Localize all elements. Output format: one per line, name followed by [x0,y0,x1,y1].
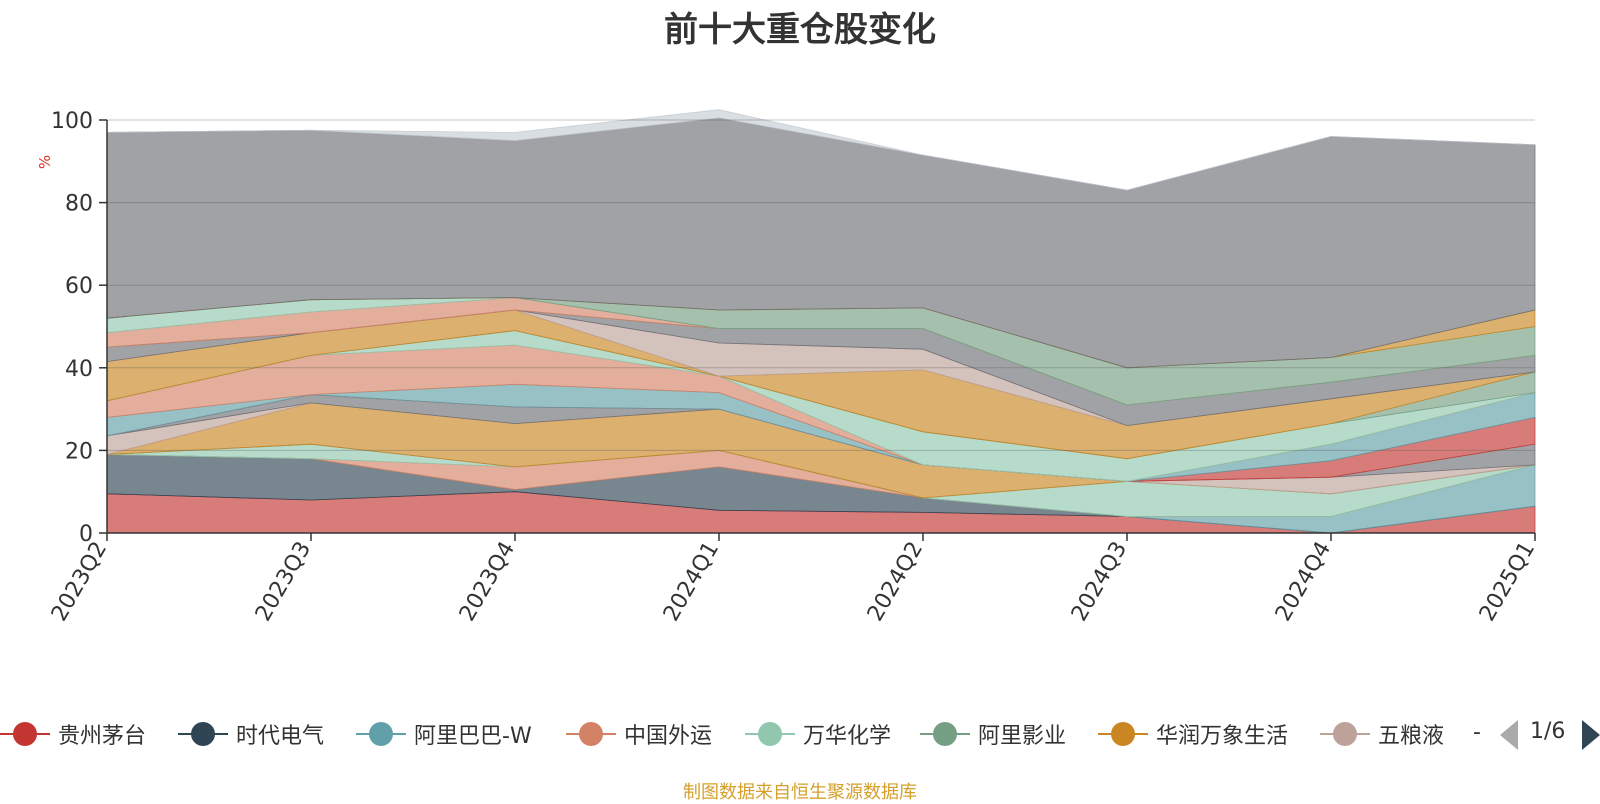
legend-marker-icon [920,718,970,750]
legend-label: 华润万象生活 [1156,724,1289,749]
legend: 贵州茅台 时代电气 阿里巴巴-W 中国外运 万华化学 阿里影业 华润万象生活 五粮液 [0,712,1600,756]
legend-overflow-dash: - [1473,720,1481,745]
area-series-24[interactable] [106,109,1536,191]
y-tick-label: 40 [65,357,93,382]
legend-marker-icon [0,718,50,750]
x-tick-label: 2024Q4 [1271,538,1336,626]
legend-item-3[interactable]: 阿里巴巴-W [356,712,532,756]
legend-next-page-icon[interactable] [1582,720,1600,750]
legend-label: 时代电气 [236,724,325,749]
legend-label: 阿里巴巴-W [414,724,532,749]
grid-lines [107,119,1535,451]
y-tick-label: 60 [65,274,93,299]
x-tick-label: 2025Q1 [1475,538,1540,626]
legend-marker-icon [1098,718,1148,750]
y-tick-label: 0 [79,522,93,547]
chart-title: 前十大重仓股变化 [664,10,936,50]
y-tick-label: 100 [51,109,93,134]
legend-label: 中国外运 [624,724,713,749]
legend-marker-icon [1320,718,1370,750]
legend-item-7[interactable]: 华润万象生活 [1098,712,1288,756]
legend-page-indicator: 1/6 [1530,719,1566,744]
legend-item-8[interactable]: 五粮液 [1320,712,1444,756]
x-tick-label: 2023Q4 [455,538,520,626]
x-tick-label: 2024Q3 [1067,538,1132,626]
legend-label: 贵州茅台 [58,724,147,749]
x-tick-label: 2024Q1 [659,538,724,626]
area-series-group [106,109,1536,534]
legend-item-5[interactable]: 万华化学 [745,712,891,756]
legend-marker-icon [356,718,406,750]
legend-item-4[interactable]: 中国外运 [566,712,712,756]
legend-item-6[interactable]: 阿里影业 [920,712,1066,756]
y-tick-label: 20 [65,439,93,464]
legend-prev-page-icon[interactable] [1500,720,1518,750]
y-axis-label: % [36,155,54,169]
legend-marker-icon [566,718,616,750]
legend-marker-icon [178,718,228,750]
source-note: 制图数据来自恒生聚源数据库 [683,782,917,803]
legend-label: 万华化学 [803,724,892,749]
legend-label: 五粮液 [1378,724,1445,749]
legend-item-1[interactable]: 贵州茅台 [0,712,146,756]
legend-label: 阿里影业 [978,724,1067,749]
y-tick-label: 80 [65,192,93,217]
legend-marker-icon [745,718,795,750]
x-tick-label: 2023Q2 [47,538,112,626]
x-tick-label: 2023Q3 [251,538,316,626]
legend-item-2[interactable]: 时代电气 [178,712,324,756]
x-tick-label: 2024Q2 [863,538,928,626]
